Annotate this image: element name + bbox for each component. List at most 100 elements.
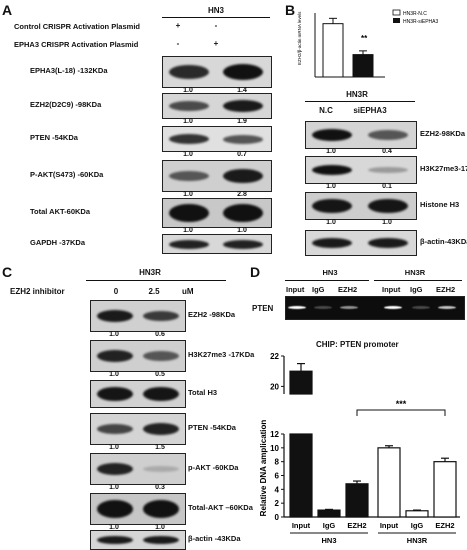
panel-d-yticklabel-low-5: 10 [270, 444, 279, 453]
panel-a-band-5-1 [223, 239, 263, 249]
panel-a-blot-label-0: EPHA3(L-18) -132KDa [30, 66, 108, 75]
panel-a-band-5-0 [169, 239, 209, 249]
panel-c-quant-1-1: 0.5 [155, 371, 165, 378]
panel-c-band-3-0 [97, 424, 133, 434]
panel-d-yticklabel-low-1: 2 [275, 499, 280, 508]
panel-c-unit: uM [182, 287, 194, 296]
panel-c-blot-label-6: β-actin -43KDa [188, 534, 241, 543]
panel-a-blot-label-5: GAPDH -37KDa [30, 238, 86, 247]
panel-c-band-2-1 [143, 387, 179, 401]
panel-d-yticklabel-low-3: 6 [275, 472, 280, 481]
panel-d-gel-band-2 [340, 306, 358, 309]
panel-a-blot-0 [162, 56, 272, 88]
panel-d-gel-band-0 [288, 306, 306, 309]
panel-c-band-0-0 [97, 310, 133, 322]
panel-d-bar-0 [289, 433, 313, 518]
panel-b-quant-2-1: 1.0 [382, 219, 392, 226]
panel-d-yticklabel-low-0: 0 [275, 513, 280, 522]
panel-a-quant-0-1: 1.4 [237, 87, 247, 94]
panel-b-quant-2-0: 1.0 [326, 219, 336, 226]
panel-b-band-2-0 [312, 199, 352, 213]
panel-a-quant-3-1: 2.8 [237, 191, 247, 198]
panel-b-header-line [305, 101, 415, 102]
panel-b-blot-label-0: EZH2-98KDa [420, 129, 466, 138]
panel-d-xticklabel-5: EZH2 [435, 521, 454, 530]
panel-a-quant-2-1: 0.7 [237, 151, 247, 158]
panel-d-lane-3: Input [382, 285, 401, 294]
panel-c-band-5-1 [143, 500, 179, 518]
panel-b-ylabel: EZH2/β-actin mRNA levels [297, 11, 302, 65]
panel-d-bar-1 [317, 509, 341, 518]
panel-b-quant-1-1: 0.1 [382, 183, 392, 190]
panel-a-band-2-1 [223, 134, 263, 144]
panel-c-blot-4 [90, 453, 186, 485]
legend-swatch-nc [392, 9, 401, 16]
panel-a-cond-1-v2: + [213, 39, 219, 48]
panel-c-blot-label-3: PTEN -54KDa [188, 423, 236, 432]
panel-c-blot-5 [90, 493, 186, 525]
panel-c-blot-6 [90, 530, 186, 550]
panel-b-lane-siepha3: siEPHA3 [353, 106, 387, 115]
panel-a-blot-4 [162, 198, 272, 228]
panel-b-band-3-1 [368, 238, 408, 248]
panel-c-treatment: EZH2 inhibitor [10, 287, 65, 296]
panel-d-group-label-0: HN3 [321, 536, 336, 545]
panel-c-blot-1 [90, 340, 186, 372]
panel-b-band-0-0 [312, 129, 352, 141]
panel-a-band-0-0 [169, 65, 209, 79]
panel-c-blot-label-5: Total-AKT –60KDa [188, 503, 253, 512]
panel-b-blot-0 [305, 121, 417, 149]
panel-a-band-4-0 [169, 204, 209, 222]
panel-c-band-4-1 [143, 466, 179, 472]
panel-b-band-0-1 [368, 130, 408, 140]
panel-a-cond-0-v1: + [175, 21, 181, 30]
panel-d-gel-band-1 [314, 306, 332, 309]
panel-c-header-line [86, 280, 226, 281]
panel-d-gel [285, 296, 465, 320]
panel-a-band-2-0 [169, 134, 209, 144]
panel-c-band-1-0 [97, 350, 133, 362]
panel-a-blot-label-1: EZH2(D2C9) -98KDa [30, 100, 102, 109]
panel-c-band-6-1 [143, 536, 179, 544]
panel-a-blot-1 [162, 93, 272, 119]
panel-a-cell-line: HN3 [207, 6, 224, 15]
panel-c-band-5-0 [97, 500, 133, 518]
panel-a-cond-0-v2: - [214, 21, 218, 30]
panel-c-blot-3 [90, 413, 186, 445]
panel-c-quant-3-1: 1.5 [155, 444, 165, 451]
panel-c-quant-3-0: 1.0 [109, 444, 119, 451]
panel-d-yticklabel-up-1: 22 [270, 352, 279, 361]
panel-c-band-4-0 [97, 463, 133, 475]
panel-a-label: A [2, 2, 13, 18]
legend-swatch-siepha3 [393, 18, 400, 23]
panel-a-blot-label-2: PTEN -54KDa [30, 133, 78, 142]
panel-d-bar-4 [405, 510, 429, 518]
panel-a-blot-label-4: Total AKT-60KDa [30, 207, 91, 216]
panel-a-blot-5 [162, 234, 272, 254]
panel-d-ylabel: Relative DNA amplication [259, 420, 268, 517]
panel-b-quant-0-1: 0.4 [382, 148, 392, 155]
panel-c-band-2-0 [97, 387, 133, 401]
panel-a-blot-3 [162, 160, 272, 192]
panel-c-blot-2 [90, 380, 186, 408]
panel-c-dose-0: 0 [113, 287, 119, 296]
panel-a-band-4-1 [223, 204, 263, 222]
panel-b-quant-0-0: 1.0 [326, 148, 336, 155]
panel-d-xticklabel-3: Input [380, 521, 399, 530]
panel-a-quant-4-0: 1.0 [183, 227, 193, 234]
panel-d-gel-band-4 [412, 306, 430, 309]
panel-a-cond-1: EPHA3 CRISPR Activation Plasmid [14, 40, 139, 49]
panel-b-band-2-1 [368, 199, 408, 213]
panel-d-lane-5: EZH2 [436, 285, 456, 294]
panel-a-cond-1-v1: - [176, 39, 180, 48]
panel-c-band-0-1 [143, 311, 179, 321]
panel-d-bar-upper-0 [289, 370, 313, 395]
panel-c-band-6-0 [97, 536, 133, 544]
panel-d-group-label-1: HN3R [407, 536, 428, 545]
panel-b-band-1-0 [312, 165, 352, 175]
panel-c-blot-label-2: Total H3 [188, 388, 218, 397]
panel-c-quant-1-0: 1.0 [109, 371, 119, 378]
panel-b-bar-chart: HN3R-N.C HN3R-siEPHA3 EZH2/β-actin mRNA … [297, 9, 439, 78]
panel-c-blot-label-1: H3K27me3 -17KDa [188, 350, 255, 359]
panel-d-xticklabel-4: IgG [411, 521, 424, 530]
